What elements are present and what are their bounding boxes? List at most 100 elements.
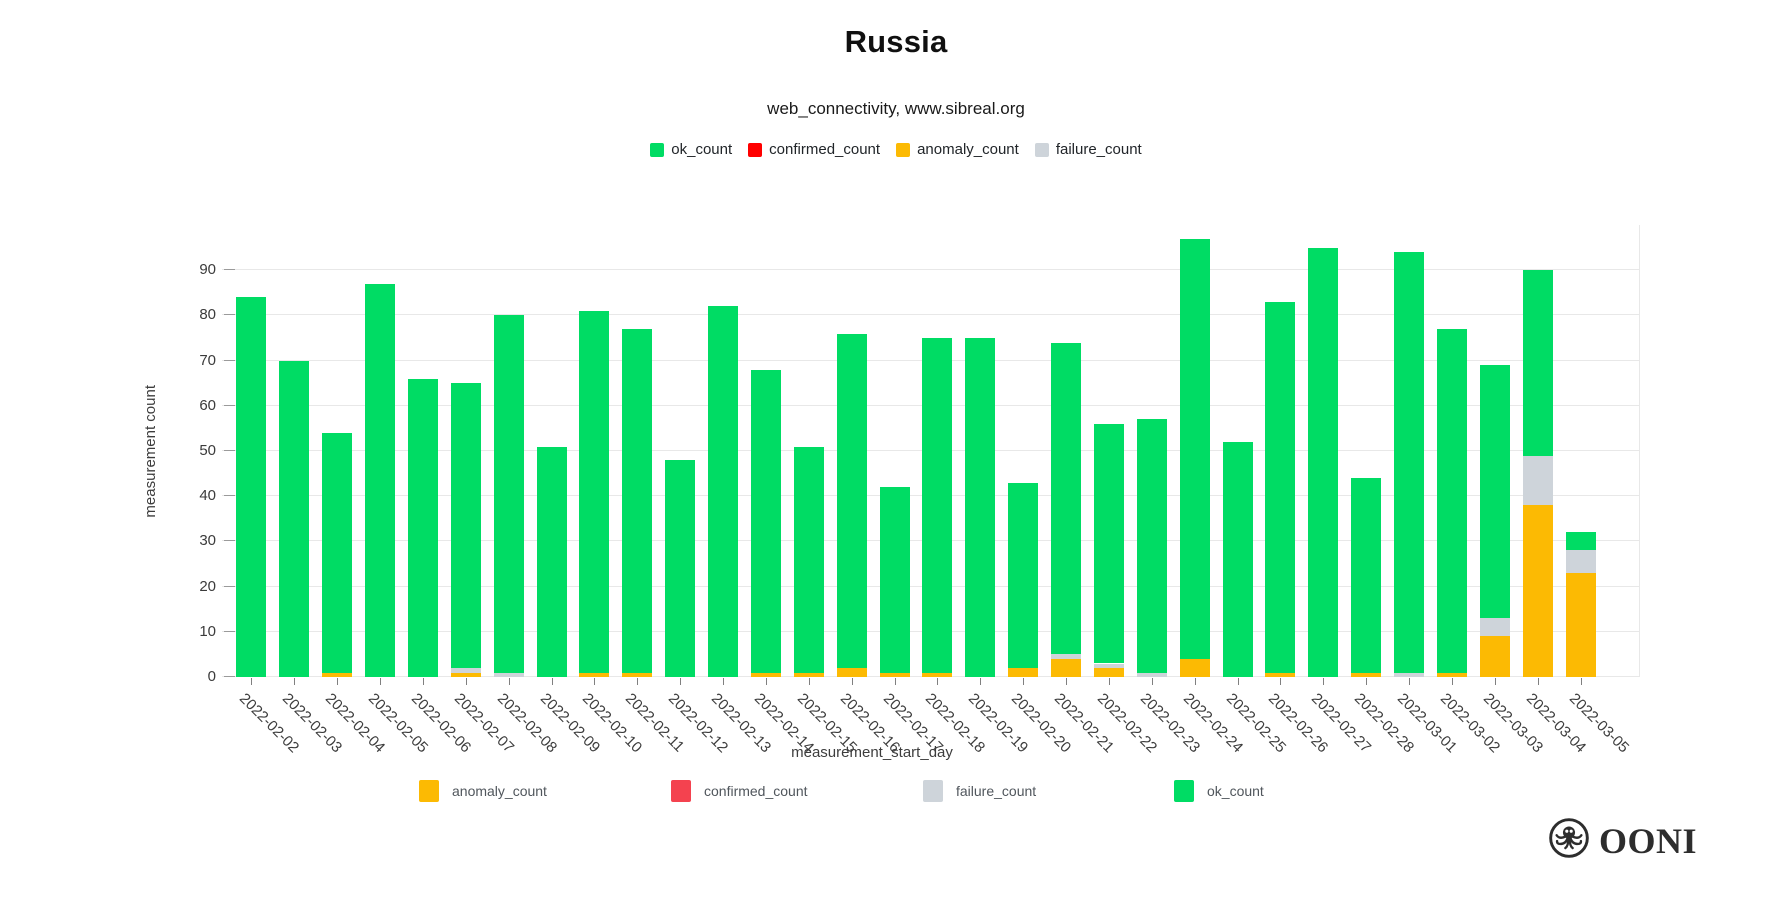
bar-segment-ok_count[interactable] (1222, 442, 1253, 677)
bar-segment-failure_count[interactable] (1565, 550, 1596, 573)
bar-segment-ok_count[interactable] (1179, 238, 1210, 659)
x-tick-mark (551, 678, 553, 685)
bar-segment-anomaly_count[interactable] (1008, 668, 1039, 677)
legend-top-item-anomaly_count: anomaly_count (896, 141, 1019, 158)
bar-segment-ok_count[interactable] (793, 446, 824, 673)
bar-segment-ok_count[interactable] (1436, 329, 1467, 673)
bar-segment-ok_count[interactable] (879, 487, 910, 673)
bar-2022-02-28 (1345, 225, 1388, 677)
bar-segment-ok_count[interactable] (1565, 532, 1596, 551)
bar-2022-02-19 (959, 225, 1002, 677)
bar-segment-anomaly_count[interactable] (793, 672, 824, 677)
bar-2022-03-05 (1559, 225, 1602, 677)
bar-segment-ok_count[interactable] (279, 360, 310, 677)
legend-label: confirmed_count (769, 141, 881, 158)
ok_count-swatch (650, 142, 665, 157)
y-axis-title: measurement count (141, 384, 159, 518)
bar-segment-failure_count[interactable] (450, 668, 481, 673)
bar-segment-ok_count[interactable] (1008, 482, 1039, 668)
bar-segment-anomaly_count[interactable] (1479, 636, 1510, 677)
bar-segment-anomaly_count[interactable] (836, 668, 867, 677)
bar-segment-anomaly_count[interactable] (322, 672, 353, 677)
bar-segment-ok_count[interactable] (1351, 478, 1382, 673)
bar-segment-anomaly_count[interactable] (1265, 672, 1296, 677)
y-tick-mark-30 (224, 540, 235, 542)
bar-segment-anomaly_count[interactable] (1179, 658, 1210, 677)
x-axis-title: measurement_start_day (791, 744, 953, 761)
confirmed_count-swatch (671, 780, 691, 802)
bar-segment-ok_count[interactable] (1308, 247, 1339, 677)
legend-bottom-item-failure_count[interactable]: failure_count (923, 780, 1036, 802)
bar-segment-ok_count[interactable] (965, 338, 996, 677)
bar-segment-ok_count[interactable] (322, 432, 353, 673)
x-tick-mark (808, 678, 810, 685)
bar-2022-02-24 (1173, 225, 1216, 677)
bar-segment-anomaly_count[interactable] (1565, 573, 1596, 677)
bar-segment-anomaly_count[interactable] (922, 672, 953, 677)
anomaly_count-swatch (896, 142, 911, 157)
legend-bottom-item-ok_count[interactable]: ok_count (1174, 780, 1264, 802)
bar-2022-02-10 (573, 225, 616, 677)
bar-segment-ok_count[interactable] (579, 310, 610, 673)
bar-segment-ok_count[interactable] (365, 283, 396, 677)
legend-label: ok_count (671, 141, 733, 158)
bar-segment-ok_count[interactable] (750, 369, 781, 673)
bar-2022-02-12 (659, 225, 702, 677)
bar-segment-failure_count[interactable] (1051, 654, 1082, 659)
x-tick-mark (594, 678, 596, 685)
bar-segment-anomaly_count[interactable] (750, 672, 781, 677)
bar-segment-ok_count[interactable] (1479, 365, 1510, 619)
bar-segment-anomaly_count[interactable] (1436, 672, 1467, 677)
bar-segment-failure_count[interactable] (1394, 672, 1425, 677)
legend-bottom-item-anomaly_count[interactable]: anomaly_count (419, 780, 547, 802)
bar-segment-anomaly_count[interactable] (1351, 672, 1382, 677)
x-tick-mark (1323, 678, 1325, 685)
bar-segment-ok_count[interactable] (922, 338, 953, 673)
bar-segment-ok_count[interactable] (665, 460, 696, 677)
bar-segment-ok_count[interactable] (1136, 419, 1167, 673)
bar-segment-ok_count[interactable] (1051, 342, 1082, 655)
chart-subtitle: web_connectivity, www.sibreal.org (767, 99, 1025, 118)
bar-2022-02-21 (1045, 225, 1088, 677)
bar-segment-failure_count[interactable] (1093, 663, 1124, 668)
bar-segment-anomaly_count[interactable] (1051, 658, 1082, 677)
y-tick-mark-60 (224, 404, 235, 406)
x-tick-mark (251, 678, 253, 685)
bar-segment-ok_count[interactable] (1265, 301, 1296, 673)
bar-segment-anomaly_count[interactable] (579, 672, 610, 677)
bar-segment-ok_count[interactable] (1093, 423, 1124, 664)
x-tick-mark (937, 678, 939, 685)
bar-segment-ok_count[interactable] (708, 306, 739, 677)
bar-segment-ok_count[interactable] (1394, 252, 1425, 673)
bar-2022-02-11 (616, 225, 659, 677)
bar-segment-failure_count[interactable] (1136, 672, 1167, 677)
bar-segment-ok_count[interactable] (536, 446, 567, 677)
bar-2022-02-26 (1259, 225, 1302, 677)
bar-segment-ok_count[interactable] (493, 315, 524, 673)
legend-top-item-confirmed_count: confirmed_count (748, 141, 880, 158)
bar-segment-anomaly_count[interactable] (622, 672, 653, 677)
bar-segment-ok_count[interactable] (1522, 270, 1553, 456)
bar-segment-failure_count[interactable] (1479, 618, 1510, 637)
anomaly_count-swatch (419, 780, 439, 802)
bar-segment-anomaly_count[interactable] (450, 672, 481, 677)
bar-segment-failure_count[interactable] (1522, 455, 1553, 506)
bar-segment-anomaly_count[interactable] (879, 672, 910, 677)
x-tick-mark (894, 678, 896, 685)
bar-segment-ok_count[interactable] (622, 329, 653, 673)
y-tick-label-70: 70 (199, 351, 216, 369)
x-tick-mark (1151, 678, 1153, 685)
y-tick-label-30: 30 (199, 532, 216, 550)
bar-segment-ok_count[interactable] (450, 383, 481, 668)
bar-segment-anomaly_count[interactable] (1093, 668, 1124, 677)
bar-segment-anomaly_count[interactable] (1522, 505, 1553, 677)
bar-2022-02-04 (316, 225, 359, 677)
bar-segment-ok_count[interactable] (407, 378, 438, 677)
failure_count-swatch (923, 780, 943, 802)
legend-bottom-item-confirmed_count[interactable]: confirmed_count (671, 780, 808, 802)
bar-segment-ok_count[interactable] (236, 297, 267, 677)
bar-segment-ok_count[interactable] (836, 333, 867, 668)
bar-segment-failure_count[interactable] (493, 672, 524, 677)
y-tick-mark-50 (224, 450, 235, 451)
y-tick-label-60: 60 (199, 396, 216, 414)
